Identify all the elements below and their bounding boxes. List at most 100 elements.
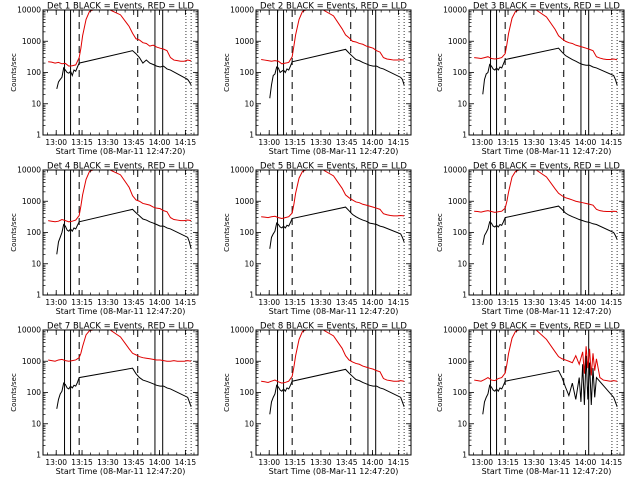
- series-events-line: [56, 367, 192, 409]
- y-tick-label: 1000: [22, 37, 41, 46]
- panel-title: Det 5 BLACK = Events, RED = LLD: [260, 162, 407, 172]
- x-tick-label: 13:00: [471, 138, 493, 147]
- panel-data: [474, 10, 618, 135]
- x-tick-label: 14:15: [601, 458, 623, 467]
- x-tick-label: 13:00: [471, 458, 493, 467]
- panel-title: Det 4 BLACK = Events, RED = LLD: [47, 162, 194, 172]
- x-tick-label: 13:45: [336, 298, 358, 307]
- y-tick-label: 1: [36, 451, 41, 460]
- y-tick-label: 100: [453, 68, 468, 77]
- y-tick-label: 1000: [448, 197, 467, 206]
- y-tick-label: 1: [462, 131, 467, 140]
- y-tick-label: 100: [453, 228, 468, 237]
- y-tick-label: 100: [27, 228, 42, 237]
- x-tick-label: 13:30: [523, 138, 545, 147]
- plot-frame: [42, 329, 199, 456]
- y-axis-label: Counts/sec: [10, 213, 18, 252]
- x-tick-label: 14:15: [388, 138, 410, 147]
- x-tick-label: 13:45: [549, 138, 571, 147]
- plot-frame: [468, 169, 625, 296]
- y-tick-label: 10: [244, 259, 254, 268]
- series-lld-line: [474, 10, 618, 61]
- x-tick-label: 13:15: [71, 138, 93, 147]
- plot-frame: [468, 329, 625, 456]
- x-tick-label: 13:00: [45, 458, 67, 467]
- plot-frame: [42, 169, 199, 296]
- plot-frame: [468, 9, 625, 136]
- panel-det-9: Det 9 BLACK = Events, RED = LLD 1 10 100 100…: [436, 322, 625, 476]
- y-tick-label: 1: [462, 451, 467, 460]
- x-tick-label: 13:15: [284, 458, 306, 467]
- y-tick-label: 10000: [443, 6, 467, 15]
- y-tick-label: 1000: [235, 197, 254, 206]
- panel-title: Det 2 BLACK = Events, RED = LLD: [260, 2, 407, 12]
- y-axis-label: Counts/sec: [436, 213, 444, 252]
- y-tick-label: 1: [249, 131, 254, 140]
- x-tick-label: 13:30: [97, 458, 119, 467]
- x-tick-label: 14:15: [388, 458, 410, 467]
- panel-title: Det 3 BLACK = Events, RED = LLD: [473, 2, 620, 12]
- x-tick-label: 13:30: [523, 458, 545, 467]
- panel-title: Det 8 BLACK = Events, RED = LLD: [260, 322, 407, 332]
- series-lld-line: [474, 330, 618, 382]
- x-tick-label: 13:45: [123, 458, 145, 467]
- x-tick-label: 13:30: [310, 138, 332, 147]
- y-tick-label: 1000: [235, 357, 254, 366]
- panel-data: [261, 330, 405, 455]
- x-tick-label: 14:00: [362, 458, 384, 467]
- x-tick-label: 14:00: [362, 138, 384, 147]
- series-events-line: [482, 47, 618, 95]
- panel-det-2: Det 2 BLACK = Events, RED = LLD 1 10 100 100…: [223, 2, 412, 156]
- x-axis-label: Start Time (08-Mar-11 12:47:20): [482, 307, 612, 316]
- series-lld-line: [261, 170, 405, 220]
- y-axis-label: Counts/sec: [436, 373, 444, 412]
- x-axis-label: Start Time (08-Mar-11 12:47:20): [56, 147, 186, 156]
- y-tick-label: 10000: [230, 6, 254, 15]
- y-tick-label: 10000: [443, 166, 467, 175]
- x-tick-label: 14:15: [175, 458, 197, 467]
- y-axis-label: Counts/sec: [10, 53, 18, 92]
- y-tick-label: 10: [244, 419, 254, 428]
- x-tick-label: 13:15: [497, 458, 519, 467]
- y-tick-label: 1000: [448, 37, 467, 46]
- panel-title: Det 7 BLACK = Events, RED = LLD: [47, 322, 194, 332]
- y-tick-label: 10000: [230, 326, 254, 335]
- panel-title: Det 1 BLACK = Events, RED = LLD: [47, 2, 194, 12]
- series-events-line: [56, 50, 192, 89]
- y-tick-label: 1: [249, 291, 254, 300]
- y-tick-label: 1: [36, 291, 41, 300]
- y-tick-label: 10: [244, 99, 254, 108]
- panel-det-8: Det 8 BLACK = Events, RED = LLD 1 10 100 100…: [223, 322, 412, 476]
- x-tick-label: 13:30: [97, 138, 119, 147]
- series-events-line: [482, 355, 618, 415]
- y-tick-label: 1000: [22, 357, 41, 366]
- plot-frame: [255, 9, 412, 136]
- x-tick-label: 14:00: [362, 298, 384, 307]
- x-tick-label: 14:15: [175, 298, 197, 307]
- x-tick-label: 14:00: [575, 458, 597, 467]
- y-tick-label: 1000: [22, 197, 41, 206]
- panel-det-4: Det 4 BLACK = Events, RED = LLD 1 10 100 100…: [10, 162, 199, 316]
- x-tick-label: 14:00: [575, 138, 597, 147]
- y-tick-label: 100: [453, 388, 468, 397]
- y-tick-label: 100: [240, 228, 255, 237]
- x-tick-label: 13:00: [45, 138, 67, 147]
- y-tick-label: 100: [27, 68, 42, 77]
- y-tick-label: 10000: [17, 326, 41, 335]
- y-tick-label: 10000: [17, 166, 41, 175]
- x-tick-label: 14:15: [388, 298, 410, 307]
- x-axis-label: Start Time (08-Mar-11 12:47:20): [56, 467, 186, 476]
- y-tick-label: 100: [27, 388, 42, 397]
- panel-det-7: Det 7 BLACK = Events, RED = LLD 1 10 100 100…: [10, 322, 199, 476]
- x-tick-label: 13:30: [310, 458, 332, 467]
- y-axis-label: Counts/sec: [223, 213, 231, 252]
- y-tick-label: 10: [31, 259, 41, 268]
- plot-frame: [255, 169, 412, 296]
- panel-data: [261, 10, 405, 135]
- x-tick-label: 13:45: [549, 458, 571, 467]
- y-tick-label: 100: [240, 68, 255, 77]
- series-lld-line: [474, 170, 618, 213]
- x-tick-label: 13:45: [336, 458, 358, 467]
- y-tick-label: 10: [457, 419, 467, 428]
- panel-data: [48, 330, 192, 455]
